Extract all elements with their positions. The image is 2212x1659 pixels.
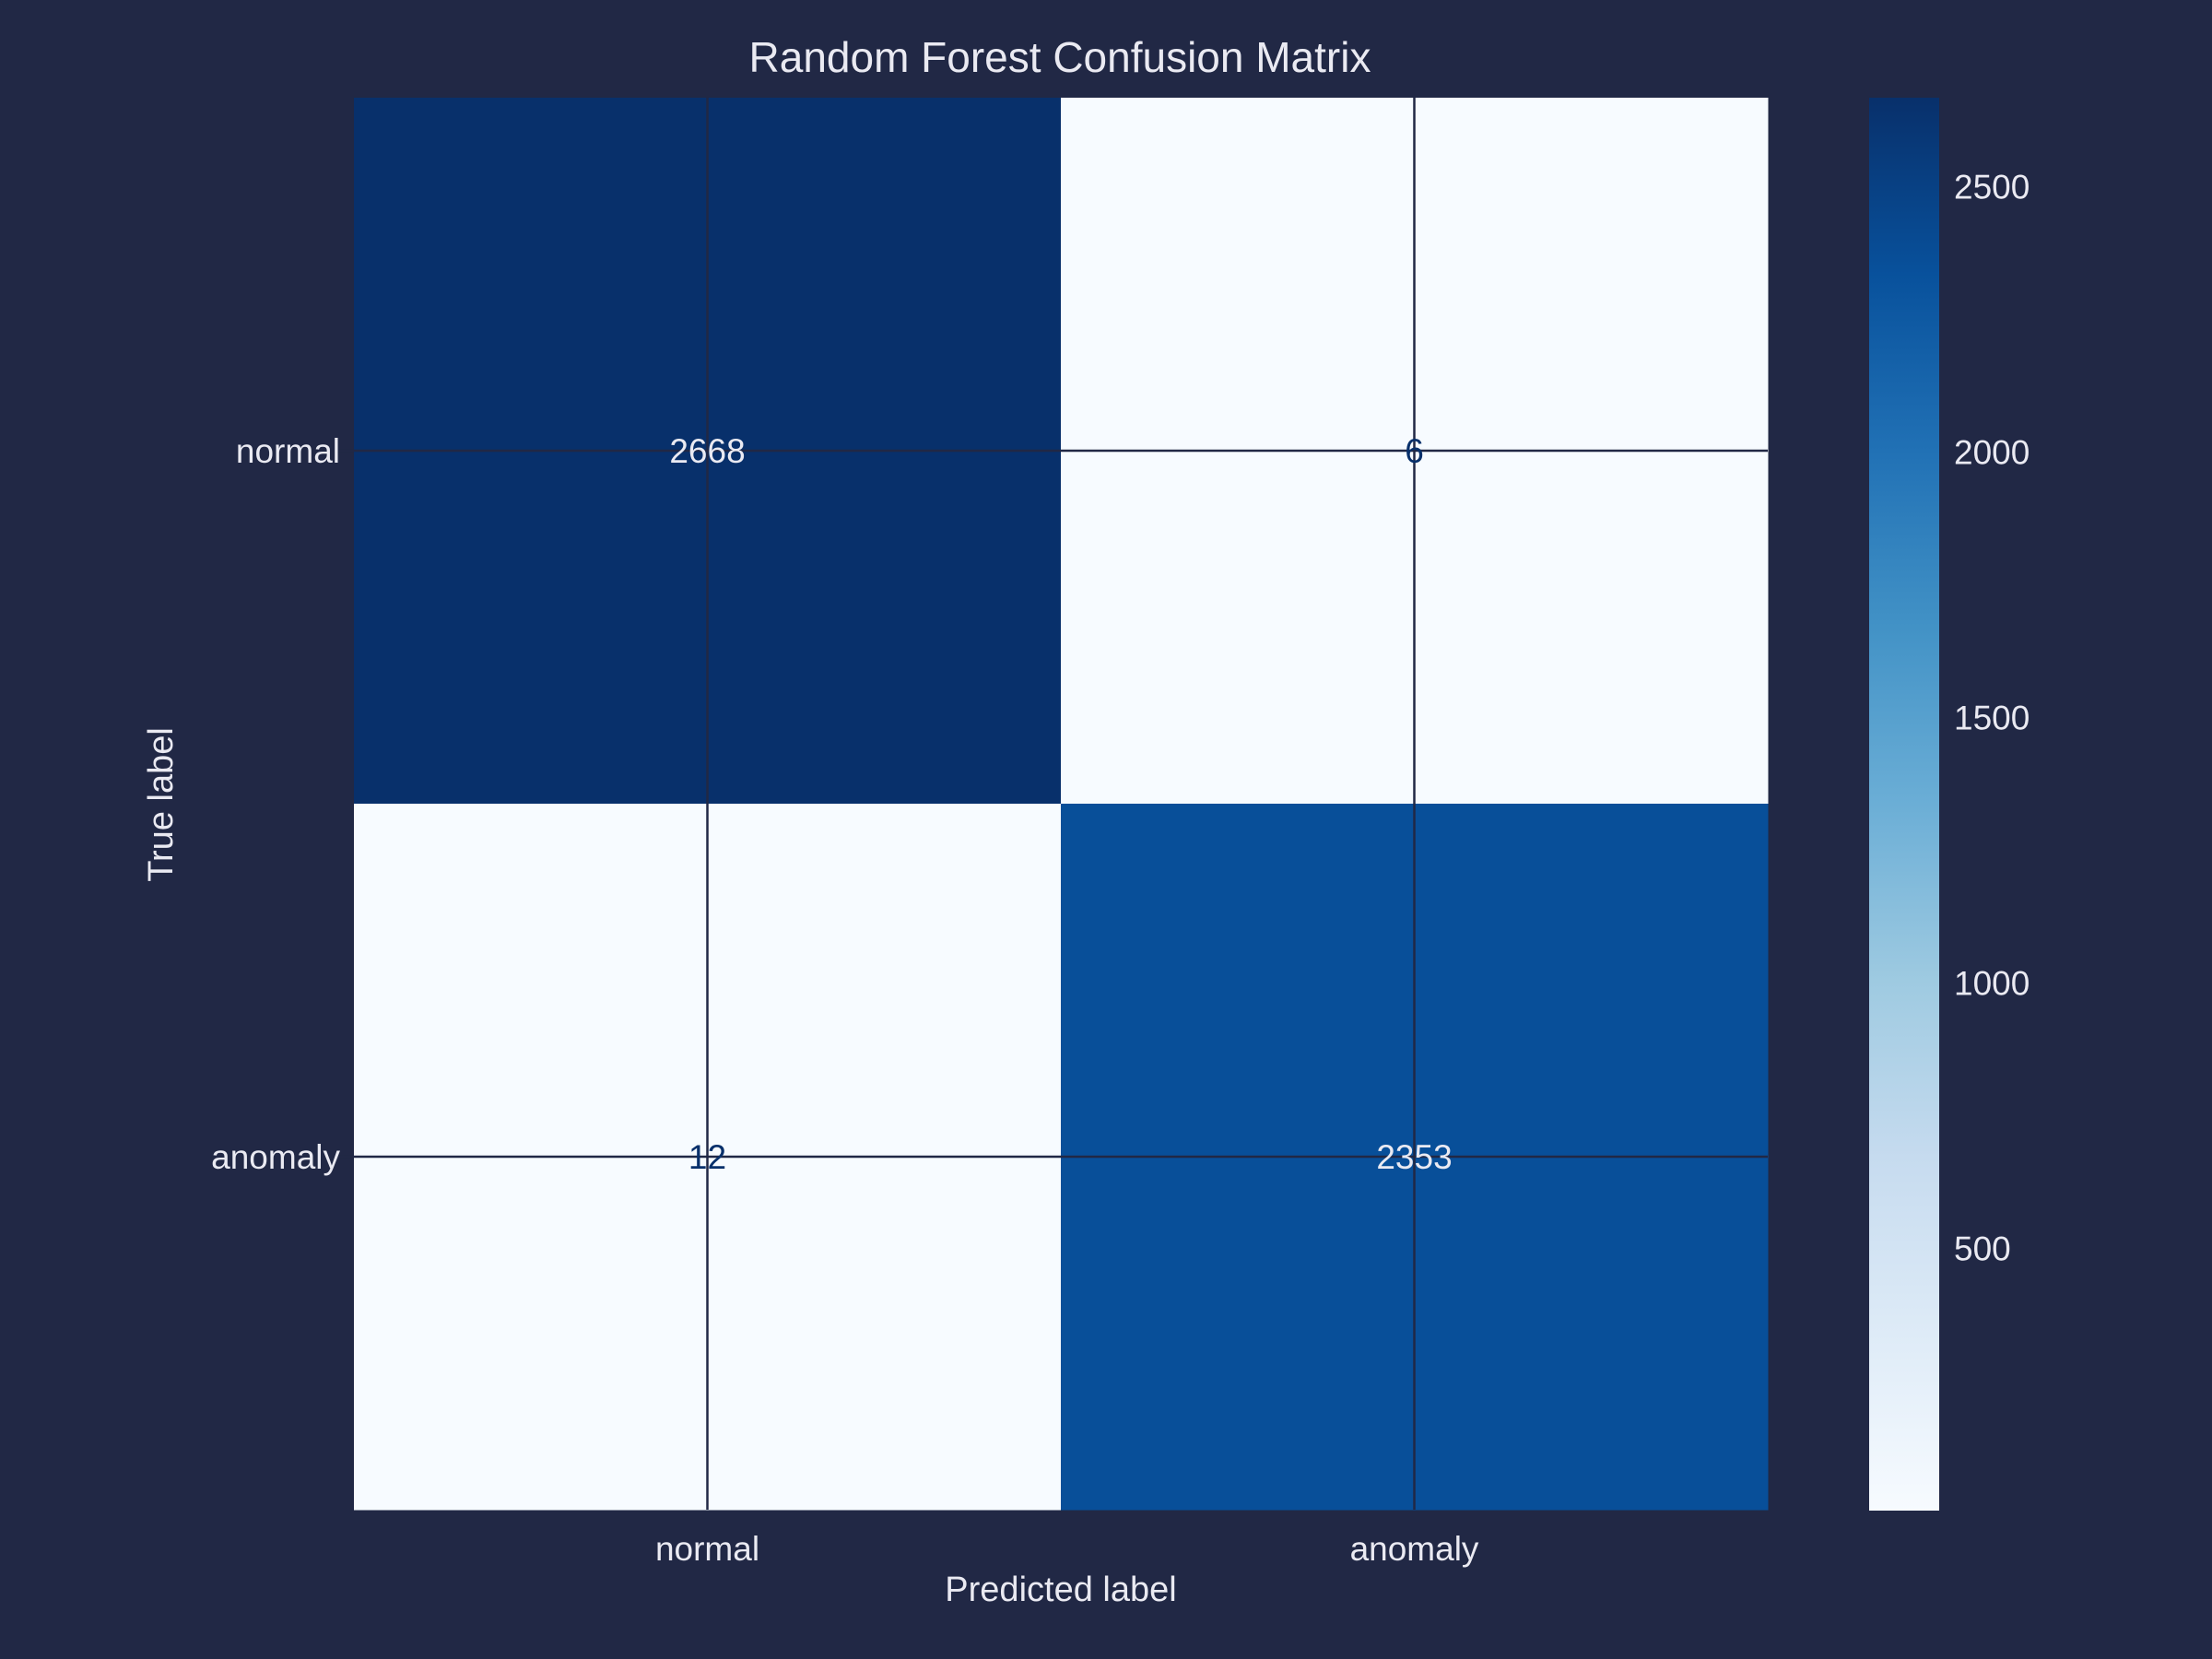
colorbar-tick-label-500: 500 bbox=[1954, 1230, 2011, 1268]
y-axis-label: True label bbox=[142, 727, 181, 882]
x-axis-label: Predicted label bbox=[945, 1571, 1176, 1609]
heatmap-gridlines bbox=[337, 98, 1768, 1510]
colorbar-tick-label-2500: 2500 bbox=[1954, 169, 2030, 206]
x-tick-label-anomaly: anomaly bbox=[1350, 1530, 1479, 1568]
x-tick-label-normal: normal bbox=[655, 1530, 759, 1568]
x-axis-ticks: normal anomaly bbox=[655, 1530, 1479, 1568]
colorbar-tick-label-2000: 2000 bbox=[1954, 434, 2030, 472]
y-tick-label-anomaly: anomaly bbox=[211, 1138, 340, 1176]
y-tick-label-normal: normal bbox=[236, 432, 340, 470]
heatmap-cells bbox=[354, 98, 1769, 1511]
y-axis-ticks: normal anomaly bbox=[211, 432, 340, 1176]
colorbar-tick-label-1500: 1500 bbox=[1954, 700, 2030, 737]
heatmap-cell-labels: 2668 6 12 2353 bbox=[669, 432, 1452, 1176]
chart-title: Random Forest Confusion Matrix bbox=[749, 33, 1371, 81]
cell-value-normal-anomaly: 6 bbox=[1405, 432, 1424, 470]
colorbar-ticks: 500 1000 1500 2000 2500 bbox=[1954, 169, 2030, 1268]
cell-value-normal-normal: 2668 bbox=[669, 432, 745, 470]
cell-value-anomaly-anomaly: 2353 bbox=[1376, 1138, 1452, 1176]
colorbar bbox=[1869, 98, 1939, 1511]
cell-value-anomaly-normal: 12 bbox=[688, 1138, 726, 1176]
colorbar-tick-label-1000: 1000 bbox=[1954, 965, 2030, 1003]
